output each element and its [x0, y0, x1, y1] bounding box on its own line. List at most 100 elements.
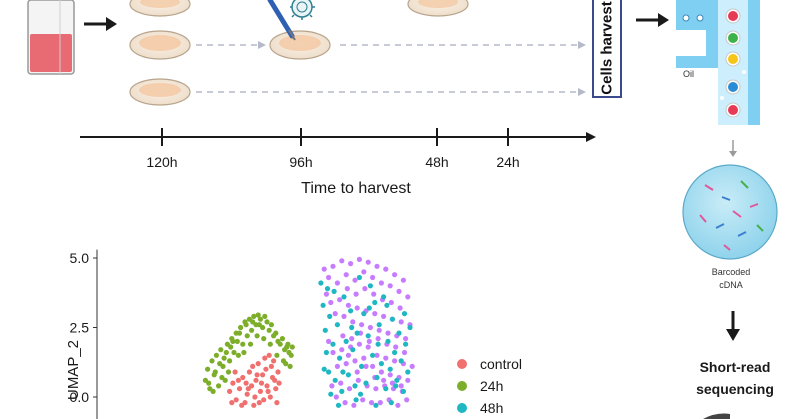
umap-point-48h [343, 338, 349, 344]
timeline-tick-label: 24h [496, 154, 519, 170]
umap-point-other [387, 372, 393, 378]
umap-point-24h [266, 327, 272, 333]
umap-point-control [264, 383, 270, 389]
umap-point-other [323, 291, 329, 297]
umap-point-other [343, 361, 349, 367]
umap-point-24h [218, 347, 224, 353]
umap-point-48h [320, 302, 326, 308]
umap-point-24h [221, 355, 227, 361]
umap-point-other [339, 258, 345, 264]
cdna-label-line2: cDNA [719, 280, 743, 290]
umap-point-other [356, 256, 362, 262]
umap-point-other [330, 349, 336, 356]
umap-point-48h [340, 369, 346, 375]
umap-point-48h [353, 397, 359, 403]
sequencer-icon [703, 413, 730, 419]
umap-point-48h [337, 355, 343, 361]
umap-point-other [339, 347, 345, 353]
umap-point-24h [213, 352, 219, 358]
umap-point-control [255, 361, 261, 367]
umap-point-24h [228, 344, 234, 350]
umap-point-48h [376, 322, 382, 328]
umap-point-48h [393, 383, 399, 389]
umap-point-48h [407, 324, 413, 331]
umap-point-other [376, 327, 382, 333]
umap-point-other [400, 277, 406, 283]
umap-point-24h [210, 388, 216, 394]
umap-point-other [392, 358, 398, 364]
umap-point-24h [279, 336, 285, 342]
umap-point-control [262, 355, 268, 361]
umap-point-control [265, 388, 271, 394]
umap-point-48h [327, 313, 333, 319]
umap-point-other [356, 341, 362, 347]
umap-point-24h [234, 338, 240, 344]
umap-point-other [359, 322, 365, 328]
umap-point-control [275, 369, 281, 375]
umap-point-24h [231, 349, 237, 356]
umap-point-48h [384, 302, 390, 308]
umap-legend: control 24h 48h [457, 356, 522, 416]
umap-point-control [229, 400, 235, 406]
umap-point-other [365, 259, 371, 265]
umap-point-24h [238, 324, 244, 331]
timeline-tick-label: 120h [146, 154, 177, 170]
umap-point-48h [374, 374, 380, 381]
umap-point-other [346, 386, 353, 392]
umap-point-24h [264, 319, 270, 325]
umap-point-24h [219, 374, 225, 381]
umap-point-other [367, 324, 373, 331]
umap-point-24h [244, 333, 250, 339]
umap-point-control [240, 374, 246, 381]
umap-point-control [235, 377, 241, 383]
umap-point-control [236, 386, 243, 392]
umap-point-control [227, 388, 233, 394]
umap-point-control [274, 400, 280, 406]
legend-swatch-48h [457, 403, 467, 413]
umap-point-24h [262, 313, 268, 319]
umap-point-control [257, 388, 263, 394]
umap-point-other [378, 369, 384, 375]
umap-point-other [368, 400, 375, 406]
umap-point-other [334, 363, 340, 369]
umap-point-control [273, 386, 279, 392]
arrow-right-icon [636, 13, 669, 27]
umap-point-48h [365, 333, 371, 339]
umap-point-24h [209, 358, 215, 364]
umap-point-other [360, 397, 366, 403]
barcoded-cdna-icon [682, 164, 778, 260]
umap-point-other [377, 400, 383, 406]
umap-point-other [350, 319, 356, 325]
umap-point-24h [205, 366, 211, 372]
umap-point-other [361, 269, 367, 275]
umap-point-other [405, 377, 411, 383]
umap-point-24h [254, 333, 260, 339]
umap-point-48h [331, 288, 337, 294]
umap-plot: 5.0 2.5 0.0 [70, 249, 415, 419]
arrow-down-icon [729, 140, 737, 157]
umap-point-other [334, 280, 340, 286]
umap-point-control [232, 369, 238, 375]
umap-point-48h [324, 286, 331, 292]
umap-point-control [260, 372, 266, 378]
umap-point-24h [285, 341, 291, 347]
umap-point-control [253, 377, 259, 383]
infection-dish-icon [269, 30, 331, 60]
umap-point-control [276, 380, 282, 386]
umap-point-24h [243, 322, 249, 328]
arrow-head-icon [578, 41, 586, 49]
cdna-label-line1: Barcoded [712, 267, 751, 277]
umap-point-other [385, 330, 391, 336]
oil-label: Oil [683, 69, 694, 79]
umap-point-24h [241, 349, 247, 356]
umap-point-other [351, 402, 357, 408]
umap-point-24h [216, 383, 222, 389]
arrow-head-icon [578, 88, 586, 96]
umap-point-24h [257, 316, 263, 322]
umap-point-other [330, 263, 336, 269]
umap-point-other [405, 294, 411, 300]
umap-point-other [342, 400, 348, 406]
umap-point-control [267, 394, 273, 400]
umap-point-48h [388, 400, 394, 406]
umap-point-48h [332, 377, 338, 383]
